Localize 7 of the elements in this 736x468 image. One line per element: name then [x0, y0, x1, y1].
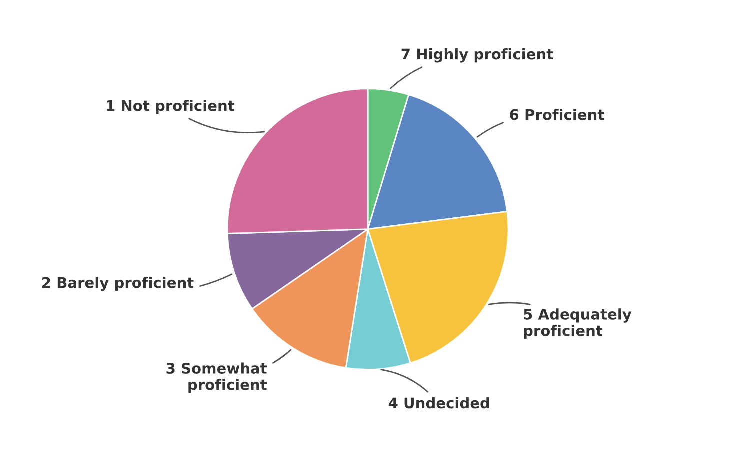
slice-label: 4 Undecided	[388, 397, 490, 409]
slice-label: 6 Proficient	[510, 109, 604, 120]
slice-label: 3 Somewhat proficient	[166, 362, 267, 394]
slice-label: 5 Adequately proficient	[524, 308, 632, 340]
slice-label: 1 Not proficient	[107, 100, 235, 114]
slice-label: 7 Highly proficient	[402, 48, 554, 63]
slice-label: 2 Barely proficient	[42, 277, 194, 292]
